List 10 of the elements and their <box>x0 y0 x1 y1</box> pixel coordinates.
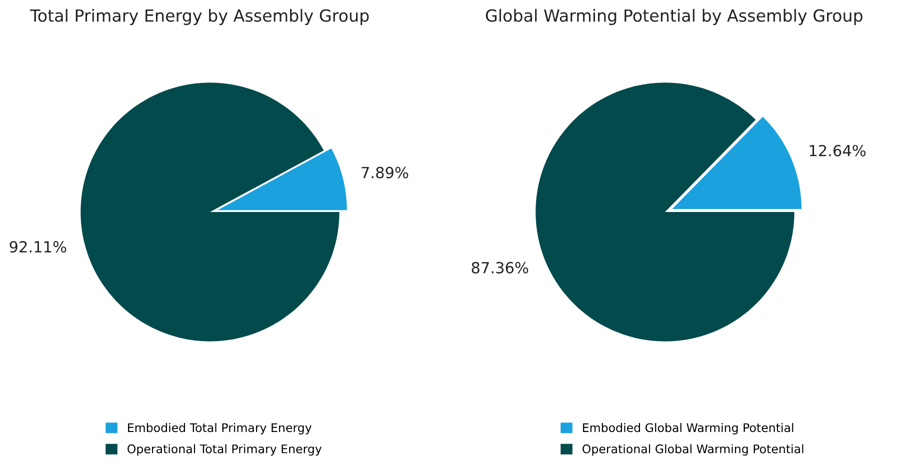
legend-label: Operational Total Primary Energy <box>128 444 322 456</box>
chart-title: Global Warming Potential by Assembly Group <box>486 8 862 26</box>
data-label: 87.36% <box>472 262 528 274</box>
legend-label: Operational Global Warming Potential <box>582 444 804 456</box>
chart-title: Total Primary Energy by Assembly Group <box>30 8 369 26</box>
legend-label: Embodied Global Warming Potential <box>583 422 794 434</box>
data-label: 7.89% <box>362 166 408 178</box>
data-label: 92.11% <box>10 241 66 253</box>
data-label: 12.64% <box>810 144 866 156</box>
legend-label: Embodied Total Primary Energy <box>128 422 312 434</box>
